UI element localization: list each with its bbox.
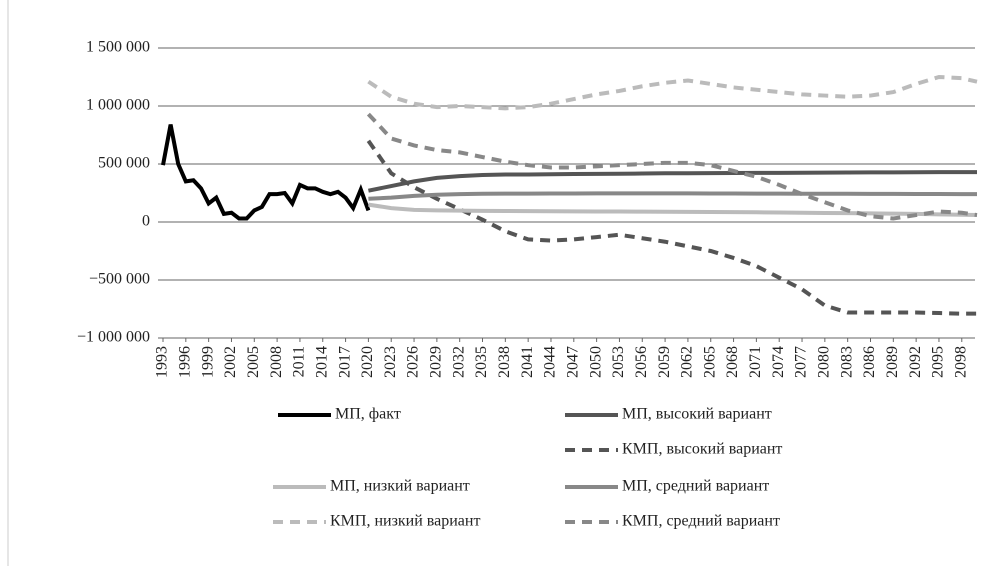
series-line [368, 191, 977, 201]
x-tick-label: 2026 [405, 346, 422, 378]
legend-label: МП, низкий вариант [330, 478, 470, 495]
legend-label: КМП, средний вариант [622, 513, 780, 530]
x-tick-label: 2077 [793, 346, 810, 378]
legend-label: КМП, высокий вариант [622, 441, 782, 458]
y-tick-label: 1 500 000 [86, 39, 150, 56]
x-tick-label: 2005 [245, 346, 262, 378]
x-tick-label: 2008 [268, 346, 285, 378]
x-tick-label: 2059 [656, 346, 673, 378]
x-tick-label: 1996 [176, 346, 193, 378]
x-tick-label: 2092 [907, 346, 924, 378]
legend-label: МП, факт [335, 406, 401, 423]
x-tick-label: 2056 [633, 346, 650, 378]
x-tick-label: 1993 [154, 346, 171, 378]
x-tick-label: 2035 [473, 346, 490, 378]
x-tick-label: 2023 [382, 346, 399, 378]
x-tick-label: 2083 [838, 346, 855, 378]
x-tick-label: 2098 [952, 346, 969, 378]
x-tick-label: 2038 [496, 346, 513, 378]
x-tick-label: 2050 [587, 346, 604, 378]
x-tick-label: 2044 [542, 346, 559, 378]
y-tick-label: −1 000 000 [77, 329, 150, 346]
y-tick-label: −500 000 [89, 271, 150, 288]
x-tick-label: 2029 [428, 346, 445, 378]
x-tick-label: 2002 [222, 346, 239, 378]
x-tick-label: 2014 [313, 346, 330, 378]
x-tick-label: 2080 [816, 346, 833, 378]
legend-label: МП, высокий вариант [622, 406, 772, 423]
legend-label: МП, средний вариант [622, 478, 769, 495]
x-tick-label: 2017 [336, 346, 353, 378]
x-tick-label: 2086 [861, 346, 878, 378]
x-tick-label: 2074 [770, 346, 787, 378]
x-tick-label: 2062 [679, 346, 696, 378]
x-tick-label: 2065 [701, 346, 718, 378]
x-tick-label: 2032 [450, 346, 467, 378]
series-line [366, 139, 977, 316]
x-tick-label: 2089 [884, 346, 901, 378]
series-line [367, 74, 978, 111]
x-tick-label: 2047 [564, 346, 581, 378]
x-tick-label: 2020 [359, 346, 376, 378]
x-tick-label: 2071 [747, 346, 764, 378]
x-tick-label: 1999 [199, 346, 216, 378]
legend-label: КМП, низкий вариант [330, 513, 480, 530]
x-tick-label: 2095 [930, 346, 947, 378]
series-line [366, 112, 978, 221]
series-line [161, 124, 371, 221]
y-tick-label: 0 [142, 213, 150, 230]
x-tick-label: 2068 [724, 346, 741, 378]
x-tick-label: 2011 [291, 346, 308, 377]
series-line [368, 170, 977, 193]
y-tick-label: 500 000 [98, 155, 150, 172]
x-tick-label: 2053 [610, 346, 627, 378]
y-tick-label: 1 000 000 [86, 97, 150, 114]
x-tick-label: 2041 [519, 346, 536, 378]
series-line [368, 202, 978, 218]
